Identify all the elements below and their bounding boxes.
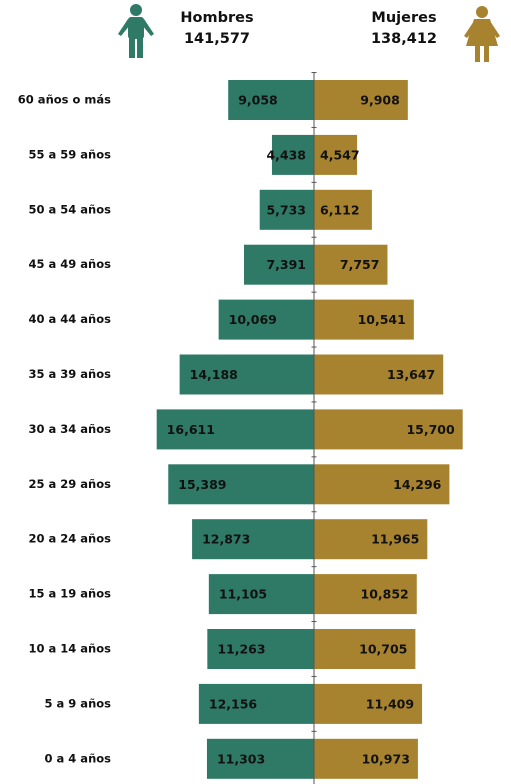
bar [314,629,416,669]
bar [314,189,372,230]
value-label: 12,873 [202,532,250,547]
bar [228,80,314,120]
value-label: 9,908 [360,93,400,108]
value-label: 4,547 [320,147,360,162]
bar [218,299,314,340]
bar [314,354,444,395]
bar [206,738,314,779]
value-label: 13,647 [387,367,435,382]
value-label: 15,700 [406,422,455,437]
category-label: 5 a 9 años [45,696,112,710]
value-label: 10,973 [362,751,410,766]
value-label: 12,156 [209,696,258,711]
value-label: 11,105 [219,587,267,602]
value-label: 11,303 [217,751,265,766]
bar [179,354,314,395]
bar [314,738,418,779]
value-label: 11,409 [366,696,414,711]
category-label: 60 años o más [18,93,111,107]
male-icon [118,4,154,58]
value-label: 11,263 [217,642,265,657]
value-label: 6,112 [320,202,360,217]
bar [244,244,314,285]
value-label: 10,541 [358,312,406,327]
legend-label: Mujeres [371,10,436,26]
category-label: 25 a 29 años [29,477,112,491]
category-label: 55 a 59 años [29,147,112,161]
bar [314,409,463,450]
value-label: 15,389 [178,477,226,492]
category-label: 15 a 19 años [29,587,112,601]
value-label: 14,188 [190,367,238,382]
total-label: 141,577 [184,31,250,47]
category-label: 10 a 14 años [29,642,112,656]
bar [192,519,314,560]
bar [271,134,314,175]
total-label: 138,412 [371,31,437,47]
bar [156,409,314,450]
value-label: 11,965 [371,532,419,547]
female-icon [464,6,500,62]
bar [259,189,314,230]
bar [314,464,450,505]
category-label: 30 a 34 años [29,422,112,436]
bar [314,244,388,285]
bar [207,629,314,669]
bar [198,683,314,724]
category-label: 50 a 54 años [29,202,112,216]
value-label: 10,069 [229,312,277,327]
category-label: 35 a 39 años [29,367,112,381]
value-label: 9,058 [238,93,278,108]
category-label: 20 a 24 años [29,532,112,546]
value-label: 7,391 [266,257,306,272]
value-label: 14,296 [393,477,442,492]
legend-label: Hombres [180,10,253,26]
value-label: 4,438 [266,147,306,162]
bar [314,80,408,120]
value-label: 5,733 [266,202,306,217]
bar [314,134,358,175]
bar [314,519,428,560]
bar [314,574,417,615]
value-label: 7,757 [340,257,380,272]
value-label: 16,611 [167,422,215,437]
bar [314,299,414,340]
category-label: 45 a 49 años [29,257,112,271]
bar [208,574,314,615]
value-label: 10,852 [361,587,409,602]
category-label: 0 a 4 años [45,751,112,765]
bar [168,464,314,505]
bar [314,683,423,724]
category-label: 40 a 44 años [29,312,112,326]
value-label: 10,705 [359,642,407,657]
